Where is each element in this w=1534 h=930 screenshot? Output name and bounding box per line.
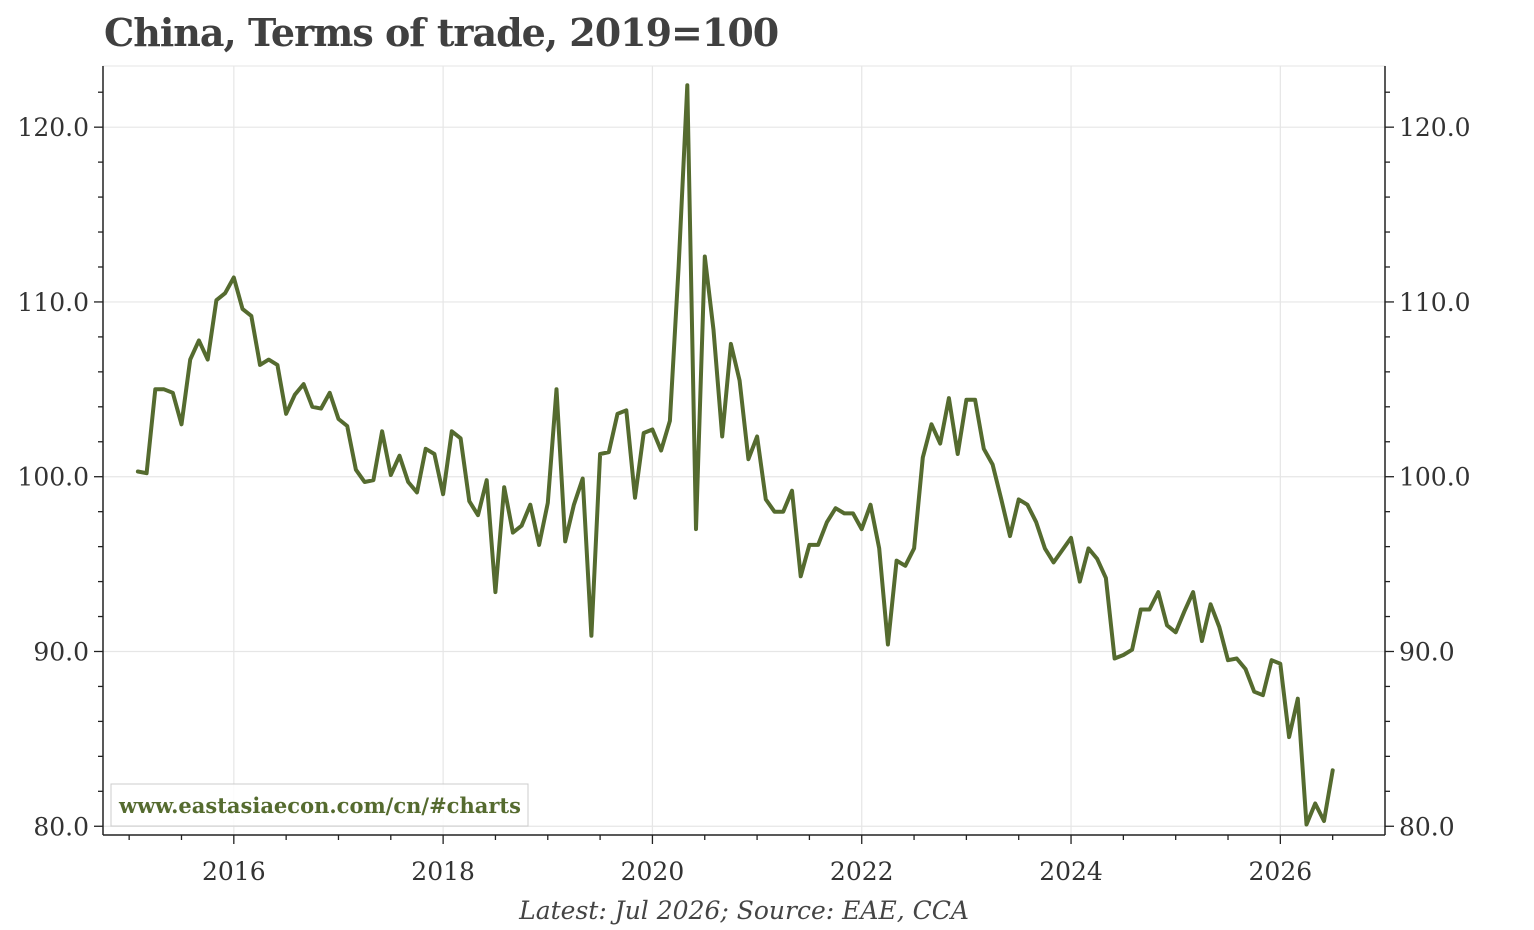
y-tick-label-left-3: 110.0	[17, 288, 89, 317]
x-tick-label-5: 2026	[1249, 857, 1313, 886]
x-tick-label-3: 2022	[830, 857, 894, 886]
source-caption: Latest: Jul 2026; Source: EAE, CCA	[518, 896, 969, 925]
y-tick-label-right-3: 110.0	[1399, 288, 1471, 317]
watermark-box: www.eastasiaecon.com/cn/#charts	[110, 783, 529, 827]
y-tick-label-right-1: 90.0	[1399, 637, 1455, 666]
plot-area-frame	[102, 65, 1386, 836]
y-tick-label-left-2: 100.0	[17, 463, 89, 492]
y-tick-label-right-4: 120.0	[1399, 113, 1471, 142]
x-tick-label-2: 2020	[621, 857, 685, 886]
y-tick-label-left-4: 120.0	[17, 113, 89, 142]
chart-title: China, Terms of trade, 2019=100	[104, 10, 779, 55]
series-line-0	[135, 83, 1335, 827]
y-tick-label-right-0: 80.0	[1399, 812, 1455, 841]
grid-lines	[103, 66, 1385, 835]
y-tick-label-left-1: 90.0	[33, 637, 89, 666]
axes: 80.0 80.0 90.0 90.0 100.0 100.0 110.0 110.0 120.…	[17, 66, 1471, 886]
watermark-text: www.eastasiaecon.com/cn/#charts	[118, 793, 521, 818]
y-tick-label-left-0: 80.0	[33, 812, 89, 841]
x-tick-label-1: 2018	[411, 857, 475, 886]
x-tick-label-4: 2024	[1039, 857, 1103, 886]
series-group	[135, 83, 1335, 827]
y-tick-label-right-2: 100.0	[1399, 463, 1471, 492]
x-tick-label-0: 2016	[202, 857, 266, 886]
